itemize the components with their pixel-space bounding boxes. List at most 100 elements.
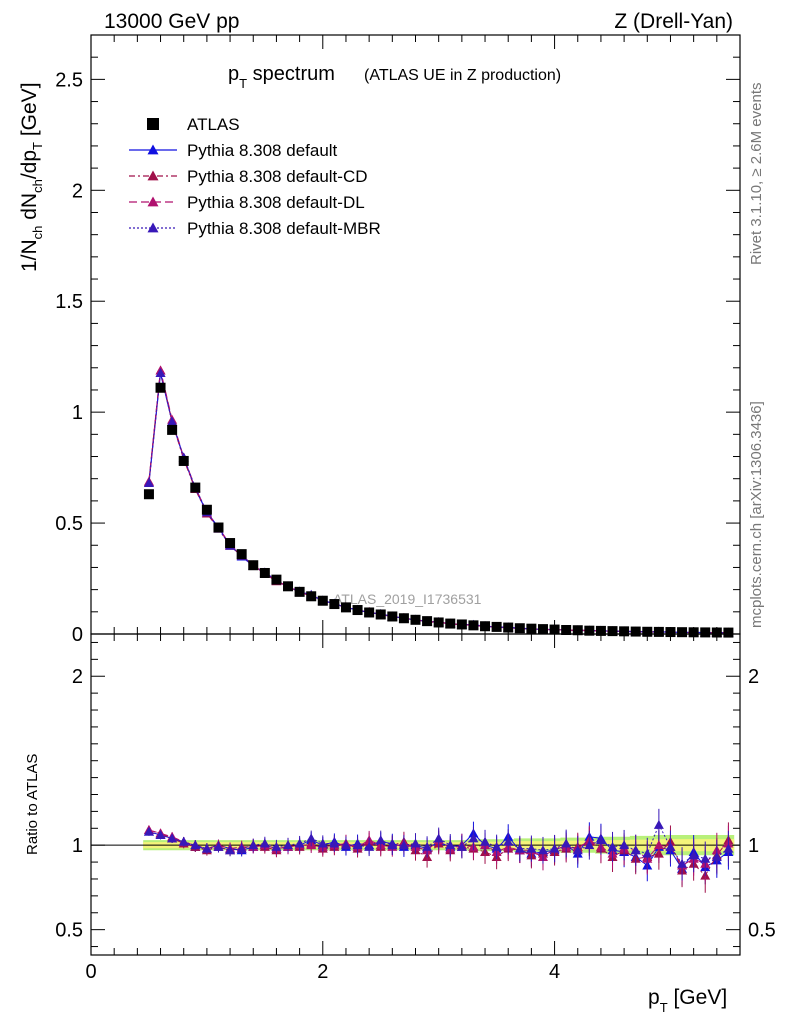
ratio-point (561, 838, 572, 848)
analysis-watermark: ATLAS_2019_I1736531 (333, 591, 482, 607)
data-point (468, 620, 479, 631)
data-point (711, 627, 722, 638)
ratio-point (619, 840, 630, 850)
data-point (236, 549, 247, 560)
ratio-point (584, 840, 595, 850)
legend-label: Pythia 8.308 default-MBR (187, 219, 381, 238)
y-tick-label: 2 (72, 180, 83, 202)
data-point (398, 613, 409, 624)
x-tick-label: 0 (85, 961, 96, 983)
data-point (584, 625, 595, 636)
ratio-y-tick-label: 2 (72, 666, 83, 688)
data-point (561, 625, 572, 636)
ratio-point (688, 850, 699, 860)
legend-label: Pythia 8.308 default-CD (187, 167, 368, 186)
ratio-point (433, 833, 444, 843)
ratio-point (677, 858, 688, 868)
data-point (352, 605, 363, 616)
ratio-point (375, 835, 386, 845)
data-point (723, 627, 734, 638)
data-point (503, 622, 514, 633)
data-point (201, 504, 212, 515)
x-tick-label: 2 (317, 961, 328, 983)
data-point (526, 623, 537, 634)
ratio-point (526, 843, 537, 853)
upper-point (143, 478, 154, 488)
ratio-point (549, 843, 560, 853)
ratio-point (201, 843, 212, 853)
data-point (271, 574, 282, 585)
ratio-point (503, 836, 514, 846)
data-point (422, 616, 433, 627)
ratio-point (155, 830, 166, 840)
y-tick-label: 0 (72, 624, 83, 646)
legend-marker (147, 144, 159, 155)
upper-point (155, 367, 166, 377)
data-point (213, 522, 224, 533)
ratio-point (317, 838, 328, 848)
plot-title: pT spectrum (228, 63, 335, 91)
data-point (225, 538, 236, 549)
data-point (630, 626, 641, 637)
data-point (294, 586, 305, 597)
data-point (537, 624, 548, 635)
data-point (619, 626, 630, 637)
legend-item: Pythia 8.308 default-DL (129, 193, 365, 212)
data-point (410, 614, 421, 625)
ratio-y-tick-label: 0.5 (55, 920, 83, 942)
ratio-point (236, 843, 247, 853)
legend: ATLAS Pythia 8.308 default Pythia 8.308 de… (129, 115, 381, 238)
ratio-point (352, 840, 363, 850)
ratio-point (653, 819, 664, 829)
data-point (143, 489, 154, 500)
ratio-panel-frame (90, 633, 741, 956)
y-tick-label: 2.5 (55, 69, 83, 91)
data-point (317, 595, 328, 606)
ratio-point (711, 852, 722, 862)
ratio-point (607, 841, 618, 851)
legend-label: Pythia 8.308 default-DL (187, 193, 365, 212)
data-point (595, 625, 606, 636)
ratio-point (537, 845, 548, 855)
data-point (642, 626, 653, 637)
legend-label: ATLAS (187, 115, 240, 134)
ratio-point (259, 838, 270, 848)
ratio-point (294, 838, 305, 848)
legend-marker (147, 170, 159, 181)
upper-point (167, 416, 178, 426)
ratio-point (248, 840, 259, 850)
data-point (248, 560, 259, 571)
ratio-point (387, 840, 398, 850)
ratio-point (595, 835, 606, 845)
mcplots-label: mcplots.cern.ch [arXiv:1306.3436] (748, 401, 765, 628)
data-point (549, 624, 560, 635)
data-point (329, 599, 340, 610)
y-tick-label: 0.5 (55, 513, 83, 535)
ratio-y-tick-label: 1 (72, 835, 83, 857)
data-point (375, 609, 386, 620)
y-tick-label: 1 (72, 402, 83, 424)
ratio-point (283, 840, 294, 850)
ratio-point (572, 845, 583, 855)
ratio-point (213, 841, 224, 851)
ratio-y-tick-label-right: 2 (748, 666, 759, 688)
ratio-point (410, 838, 421, 848)
axis-tick-labels: 00.511.522.50.5 0.51 12 20 2 4 (55, 69, 776, 983)
x-tick-label: 4 (549, 961, 560, 983)
legend-item: Pythia 8.308 default (129, 141, 338, 160)
legend-marker (147, 118, 159, 130)
data-point (700, 627, 711, 638)
data-point (306, 591, 317, 602)
data-point (167, 424, 178, 435)
ratio-point (491, 841, 502, 851)
ratio-point (700, 853, 711, 863)
ratio-point (468, 833, 479, 843)
ratio-point (225, 845, 236, 855)
header-left: 13000 GeV pp (104, 10, 239, 33)
ratio-line-4 (148, 823, 729, 865)
plot-title-extra: (ATLAS UE in Z production) (364, 67, 561, 84)
legend-item: Pythia 8.308 default-MBR (129, 219, 381, 238)
data-point (340, 602, 351, 613)
data-point (445, 618, 456, 629)
data-point (456, 619, 467, 630)
